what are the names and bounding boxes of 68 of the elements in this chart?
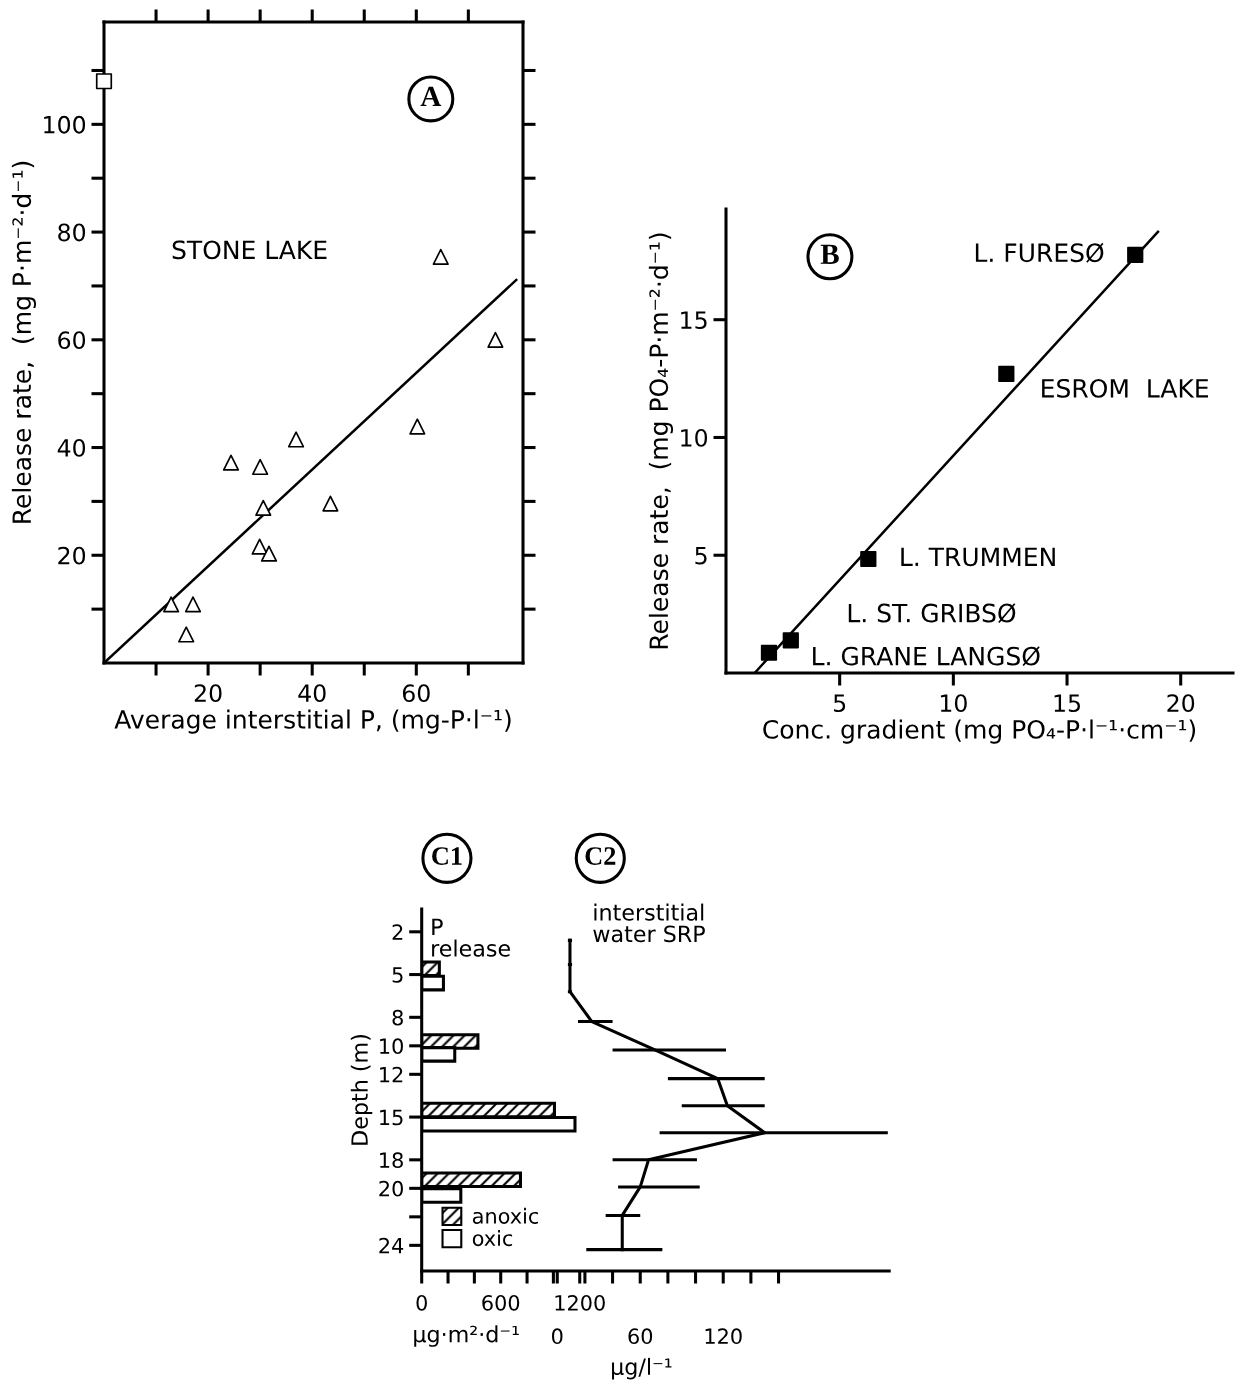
x-tick-label: 600 (482, 1294, 520, 1311)
annotation: L. GRANE LANGSØ (813, 646, 1040, 667)
x-tick-label: 10 (940, 694, 967, 713)
point (178, 626, 195, 643)
legend-label: oxic (472, 1230, 513, 1247)
annotation: interstitial water SRP (593, 903, 705, 943)
point (222, 454, 240, 471)
y-axis-title: Release rate, (mg PO₄-P·m⁻²·d⁻¹) (648, 233, 674, 649)
point (163, 596, 180, 613)
y-axis-title: Release rate, (mg P·m⁻²·d⁻¹) (11, 161, 37, 523)
y-tick-label: 15 (380, 1109, 403, 1126)
text: A (420, 86, 442, 106)
y-tick-label: 60 (58, 331, 86, 350)
annotation: P release (432, 918, 510, 957)
annotation: L. ST. GRIBSØ (848, 603, 1016, 624)
text: C2 (585, 847, 616, 865)
x2-tick-label: 60 (628, 1328, 653, 1345)
x-tick-label: 0 (416, 1294, 427, 1311)
y-tick-label: 5 (392, 967, 403, 983)
point (322, 495, 339, 512)
y-tick-label: 2 (392, 924, 403, 940)
point (252, 458, 269, 476)
point (95, 73, 113, 90)
x-axis-title: Average interstitial P, (mg-P·l⁻¹) (114, 709, 511, 734)
point (260, 545, 278, 562)
x-tick-label: 40 (298, 684, 326, 703)
y-tick-label: 18 (380, 1152, 403, 1169)
point (998, 365, 1015, 382)
x2-tick-label: 120 (705, 1328, 742, 1345)
x-axis-title: µg·m²·d⁻¹ (414, 1325, 519, 1347)
legend-label: anoxic (472, 1207, 539, 1224)
y-tick-label: 12 (380, 1066, 403, 1083)
x-tick-label: 20 (1167, 694, 1195, 713)
x-axis-title: Conc. gradient (mg PO₄-P·l⁻¹·cm⁻¹) (763, 719, 1196, 744)
annotation: L. TRUMMEN (901, 547, 1055, 567)
x-tick-label: 20 (194, 684, 222, 703)
x-tick-label: 15 (1054, 694, 1080, 713)
chart-title: C1 (432, 847, 462, 865)
point (255, 499, 272, 516)
y-tick-label: 100 (44, 115, 86, 134)
text: B (820, 244, 839, 264)
x2-axis-title: µg/l⁻¹ (612, 1357, 672, 1380)
y-tick-label: 15 (681, 311, 707, 330)
point (487, 331, 504, 348)
y-axis-title: Depth (m) (350, 1035, 373, 1145)
x-tick-label: 5 (833, 694, 846, 713)
y-tick-label: 40 (57, 438, 86, 457)
point (860, 550, 877, 568)
y-tick-label: 8 (392, 1009, 403, 1026)
y-tick-label: 20 (379, 1180, 403, 1197)
annotation: ESROM LAKE (1042, 378, 1209, 398)
annotation: L. FURESØ (975, 242, 1104, 263)
y-tick-label: 5 (695, 546, 707, 565)
point (287, 431, 305, 448)
y-tick-label: 80 (58, 223, 86, 242)
annotation: STONE LAKE (172, 240, 327, 260)
x-tick-label: 1200 (555, 1294, 605, 1311)
point (1127, 246, 1144, 264)
point (782, 632, 799, 649)
y-tick-label: 24 (379, 1237, 404, 1254)
x2-tick-label: 0 (551, 1328, 563, 1345)
point (184, 596, 202, 613)
point (409, 418, 426, 435)
y-tick-label: 20 (58, 546, 86, 565)
point (432, 248, 449, 265)
y-tick-label: 10 (681, 428, 708, 447)
y-tick-label: 10 (380, 1038, 403, 1055)
point (760, 644, 778, 661)
